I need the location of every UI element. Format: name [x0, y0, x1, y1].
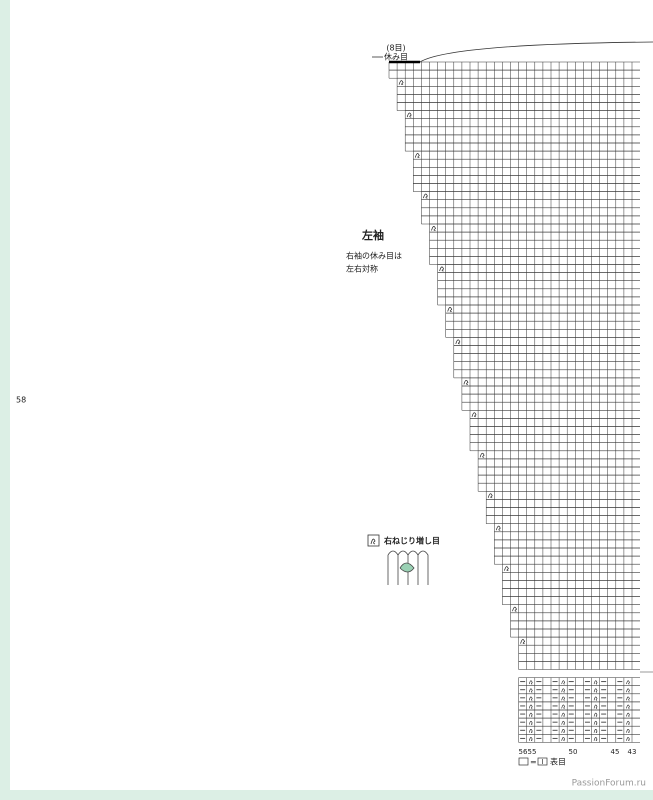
twist-symbol [528, 696, 533, 701]
column-number: 50 [569, 748, 578, 756]
increase-symbol [455, 339, 461, 345]
twist-symbol [593, 696, 598, 701]
twist-symbol [626, 737, 630, 742]
twist-symbol [561, 737, 566, 742]
grid-lines [388, 61, 640, 743]
symbol-legend: 右ねじり増し目 [383, 536, 440, 546]
twist-symbol [561, 688, 566, 693]
increase-symbol [487, 493, 493, 499]
symbol-box [367, 534, 380, 547]
sleeve-note: 左右対称 [346, 264, 378, 274]
twist-symbol [626, 696, 630, 701]
twist-symbol [528, 680, 533, 685]
increase-symbol [495, 525, 501, 531]
twist-symbol [528, 704, 533, 709]
twist-symbol [626, 720, 630, 725]
twist-symbol [593, 704, 598, 709]
increase-symbol [406, 112, 412, 118]
increase-symbol [447, 307, 453, 312]
stitch-illustration [387, 550, 429, 585]
twist-symbol [626, 688, 630, 693]
increase-symbol [471, 412, 477, 418]
increase-symbol [463, 379, 469, 385]
twist-symbol [561, 729, 566, 733]
column-number: 45 [611, 748, 620, 756]
twist-symbol [561, 680, 566, 685]
twist-symbol [593, 688, 598, 693]
column-numbers: 56 55 50 45 43 [519, 748, 637, 756]
twist-symbol [593, 712, 598, 717]
rest-label: 休み目 [384, 52, 408, 62]
twist-symbol [561, 720, 566, 725]
increase-symbol [431, 226, 436, 231]
twist-symbol [528, 720, 533, 725]
page-number: 58 [16, 396, 26, 405]
twist-symbol [593, 729, 598, 733]
increase-symbol [439, 266, 445, 272]
increase-symbol [414, 153, 420, 158]
twist-symbol [528, 729, 533, 733]
twist-symbol [593, 680, 598, 685]
twist-symbol [561, 704, 566, 709]
increase-symbol [398, 80, 404, 86]
stitch-count: (8目) [386, 44, 405, 53]
key-box [518, 757, 529, 766]
increase-symbol [504, 566, 509, 572]
twist-symbol [561, 696, 566, 701]
twist-symbol [561, 712, 566, 717]
increase-symbol [520, 639, 526, 644]
key-equals: = [530, 758, 537, 767]
column-number: 43 [628, 748, 637, 756]
watermark: PassionForum.ru [572, 779, 646, 789]
twist-symbol [593, 737, 598, 742]
twist-symbol [626, 680, 630, 685]
increase-symbol [423, 193, 428, 199]
twist-symbol [528, 712, 533, 717]
twist-symbol [626, 712, 630, 717]
increase-symbol [479, 452, 485, 458]
knitting-chart [388, 61, 653, 743]
column-number: 55 [528, 748, 537, 756]
sleeve-title: 左袖 [361, 228, 384, 242]
rest-curve [419, 41, 653, 63]
twist-symbol [626, 704, 630, 709]
key-label: 表目 [550, 757, 566, 767]
twist-symbol [528, 737, 533, 742]
twist-symbol [528, 688, 533, 693]
twist-symbol [626, 729, 630, 733]
increase-symbol [512, 606, 517, 612]
symbol-icon [370, 538, 376, 545]
column-number: 56 [519, 748, 528, 756]
twist-symbol [593, 720, 598, 725]
paper [10, 0, 653, 790]
sleeve-note: 右袖の休み目は [346, 251, 402, 261]
